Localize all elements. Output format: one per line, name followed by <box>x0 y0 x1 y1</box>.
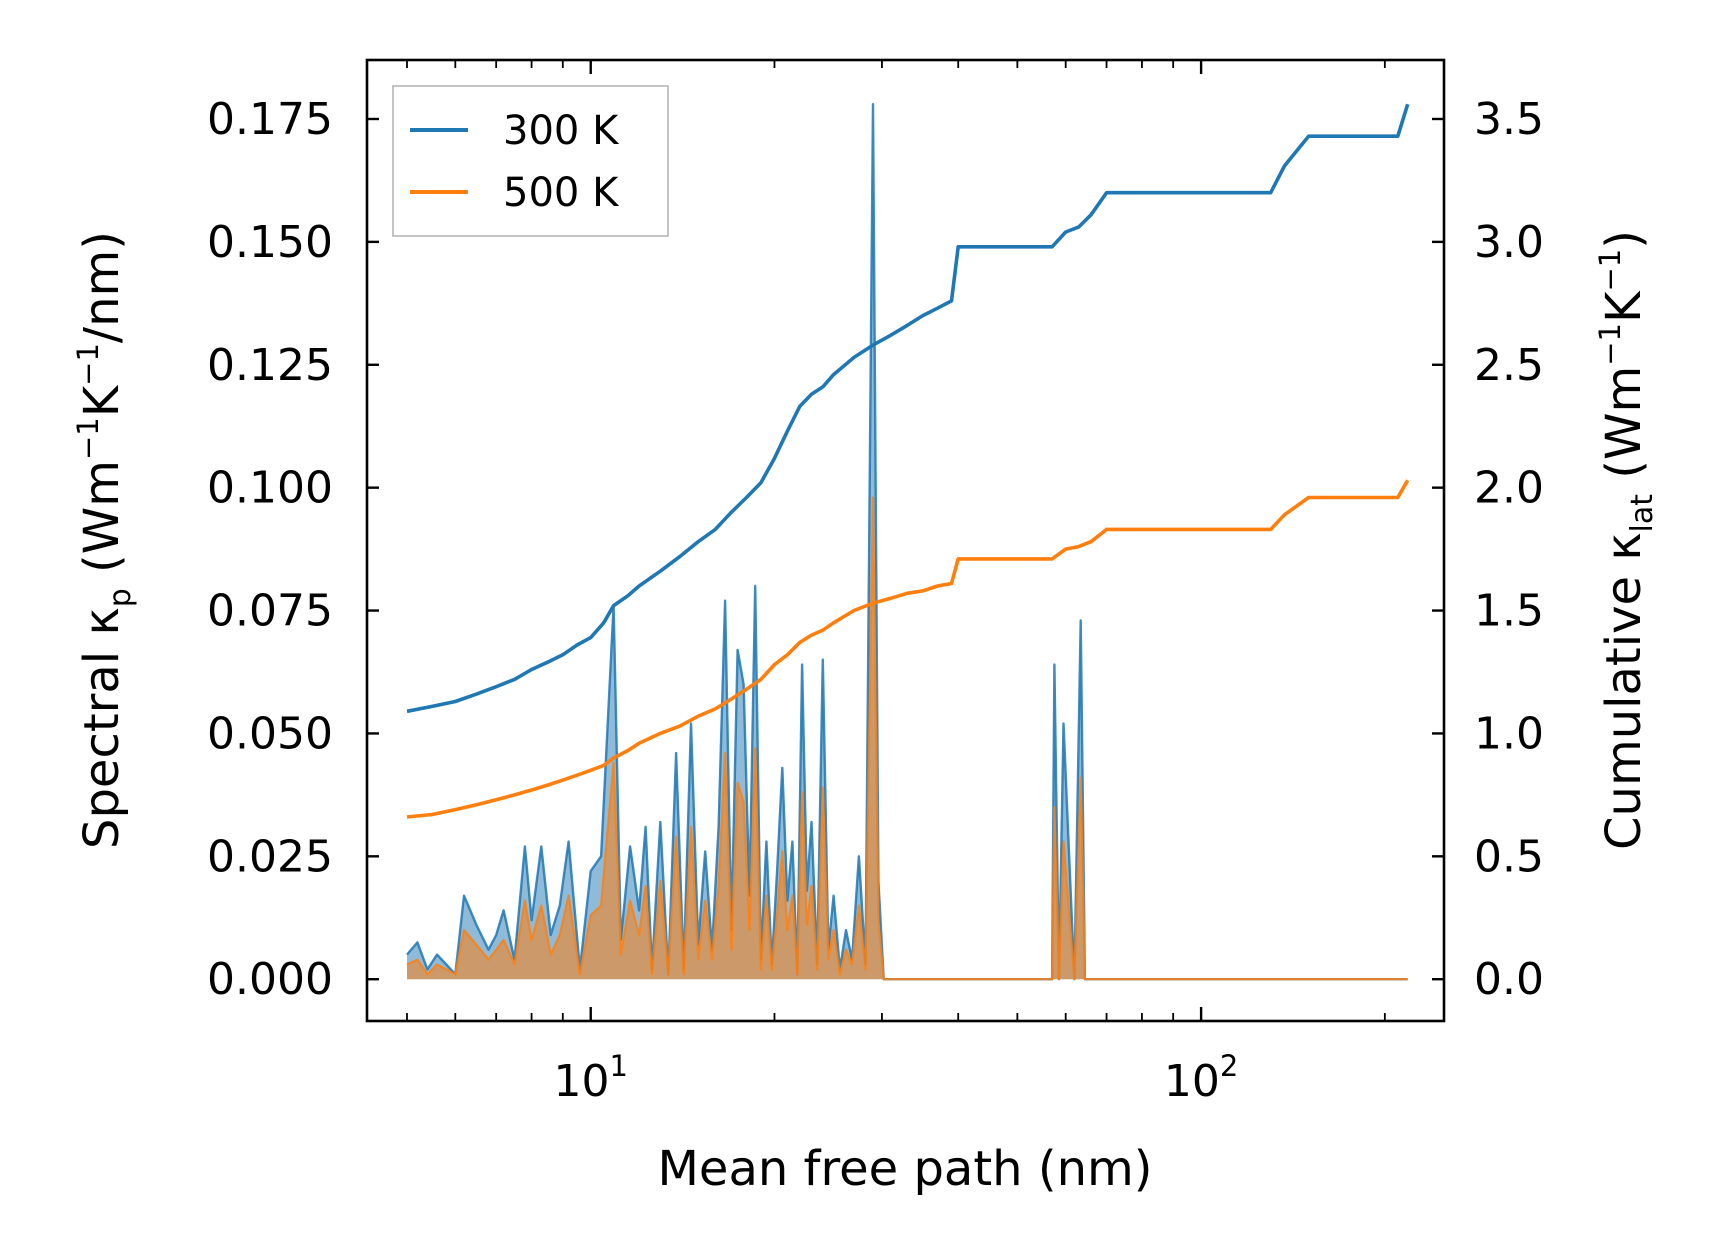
right-y-tick-label: 3.5 <box>1474 94 1544 145</box>
right-y-tick-label: 1.0 <box>1474 708 1544 759</box>
plot-frame <box>365 58 1446 1023</box>
left-y-tick-label: 0.175 <box>207 94 333 145</box>
right-y-tick-label: 3.0 <box>1474 217 1544 268</box>
legend-label-500k: 500 K <box>503 170 620 216</box>
left-y-tick-label: 0.125 <box>207 340 333 391</box>
left-y-axis-label: Spectral κp (Wm−1K−1/nm) <box>71 231 138 849</box>
cumulative-line-layer <box>406 103 1410 819</box>
spectral-line-500k <box>406 496 1408 981</box>
legend-box <box>392 85 669 237</box>
x-axis-label: Mean free path (nm) <box>658 1141 1153 1197</box>
left-y-tick-label: 0.050 <box>207 708 333 759</box>
x-tick-label: 102 <box>1164 1049 1238 1107</box>
right-y-tick-label: 0.0 <box>1474 954 1544 1005</box>
legend: 300 K 500 K <box>392 85 669 237</box>
cumulative-line-500k <box>406 479 1410 819</box>
left-y-tick-label: 0.000 <box>207 954 333 1005</box>
left-y-tick-label: 0.075 <box>207 586 333 637</box>
right-y-axis-label: Cumulative κlat (Wm−1K−1) <box>1593 230 1660 850</box>
spectral-line-300k <box>406 103 1408 981</box>
tick-layer: 0.000 0.025 0.050 0.075 0.100 0.125 0.150 0.175… <box>207 60 1544 1107</box>
legend-label-300k: 300 K <box>503 108 620 154</box>
spectral-layer <box>406 103 1408 981</box>
right-y-tick-label: 2.0 <box>1474 463 1544 514</box>
right-y-tick-label: 1.5 <box>1474 586 1544 637</box>
right-y-tick-label: 2.5 <box>1474 340 1544 391</box>
x-tick-label: 101 <box>553 1049 627 1107</box>
left-y-tick-label: 0.150 <box>207 217 333 268</box>
cumulative-line-300k <box>406 103 1410 714</box>
spectral-area-500k <box>407 497 1408 980</box>
left-y-tick-label: 0.025 <box>207 831 333 882</box>
left-y-tick-label: 0.100 <box>207 463 333 514</box>
right-y-tick-label: 0.5 <box>1474 831 1544 882</box>
